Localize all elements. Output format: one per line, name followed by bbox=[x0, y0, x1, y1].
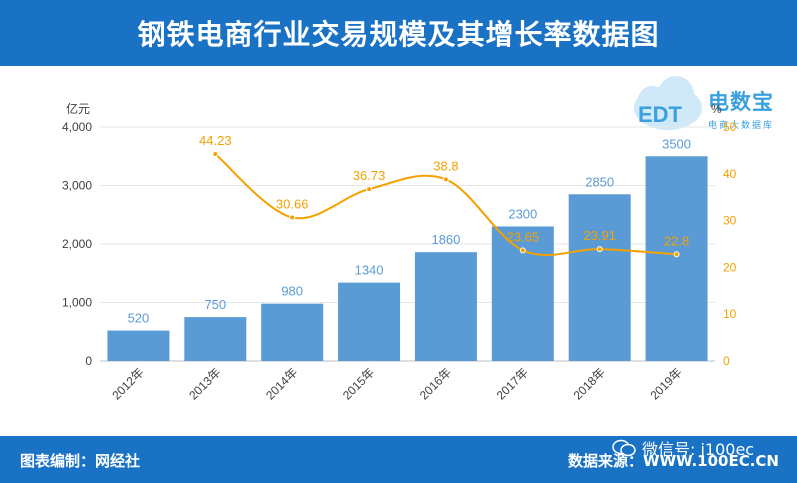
x-tick-label: 2017年 bbox=[494, 365, 531, 402]
line-point bbox=[366, 186, 373, 193]
bar bbox=[107, 330, 170, 361]
bar-label: 2850 bbox=[585, 174, 614, 189]
line-label: 38.8 bbox=[433, 158, 458, 173]
bar-label: 3500 bbox=[662, 136, 691, 151]
x-tick-label: 2013年 bbox=[186, 365, 223, 402]
bar-label: 520 bbox=[128, 311, 150, 326]
bar bbox=[414, 252, 477, 361]
line-label: 22.8 bbox=[664, 233, 689, 248]
y-tick-right: 10 bbox=[723, 307, 737, 321]
x-tick-label: 2014年 bbox=[263, 365, 300, 402]
wechat-id: 微信号: i100ec bbox=[612, 436, 754, 460]
chart-area: 0 1,000 2,000 3,000 4,000 0 10 20 30 40 50 亿元 % 520 20… bbox=[62, 101, 737, 402]
logo-text: 电数宝 bbox=[708, 90, 774, 114]
y-tick-left: 4,000 bbox=[62, 120, 92, 134]
bar bbox=[184, 317, 247, 361]
x-tick-label: 2018年 bbox=[571, 365, 608, 402]
x-tick-label: 2012年 bbox=[109, 365, 146, 402]
logo-badge: EDT bbox=[638, 102, 683, 127]
footer-source: 数据来源：WWW.100EC.CN bbox=[568, 452, 779, 470]
footer-credit: 图表编制：网经社 bbox=[20, 452, 141, 470]
bar bbox=[568, 194, 631, 361]
y-tick-left: 2,000 bbox=[62, 237, 92, 251]
line-label: 23.65 bbox=[507, 229, 540, 244]
bar bbox=[261, 303, 324, 361]
y-tick-right: 0 bbox=[723, 354, 730, 368]
y-tick-right: 20 bbox=[723, 260, 737, 274]
x-tick-label: 2015年 bbox=[340, 365, 377, 402]
y-tick-left: 3,000 bbox=[62, 179, 92, 193]
y-tick-left: 0 bbox=[85, 354, 92, 368]
y-axis-left-label: 亿元 bbox=[66, 101, 90, 116]
line-label: 44.23 bbox=[199, 133, 232, 148]
footer-bar: 图表编制：网经社 数据来源：WWW.100EC.CN bbox=[0, 436, 797, 483]
x-tick-label: 2019年 bbox=[647, 365, 684, 402]
bar-label: 2300 bbox=[508, 206, 537, 221]
line-point bbox=[442, 176, 449, 183]
logo-subtext: 电商大数据库 bbox=[708, 121, 775, 131]
bar bbox=[338, 282, 401, 361]
wechat-icon bbox=[612, 439, 636, 457]
x-tick-label: 2016年 bbox=[417, 365, 454, 402]
logo: EDT 电数宝 电商大数据库 bbox=[628, 72, 793, 134]
y-tick-right: 30 bbox=[723, 214, 737, 228]
line-point bbox=[596, 246, 603, 253]
bar-label: 1860 bbox=[431, 232, 460, 247]
bar-label: 1340 bbox=[355, 263, 384, 278]
line-label: 36.73 bbox=[353, 168, 386, 183]
page-title: 钢铁电商行业交易规模及其增长率数据图 bbox=[137, 18, 660, 51]
cloud-logo-icon: EDT bbox=[634, 76, 702, 130]
line-label: 30.66 bbox=[276, 197, 309, 212]
wechat-text: 微信号: i100ec bbox=[642, 440, 755, 459]
y-axis-right-label: % bbox=[711, 102, 722, 116]
y-tick-left: 1,000 bbox=[62, 296, 92, 310]
y-tick-right: 50 bbox=[723, 120, 737, 134]
line-point bbox=[673, 251, 680, 258]
bar bbox=[491, 226, 554, 361]
bar-label: 980 bbox=[281, 284, 303, 299]
line-point bbox=[519, 247, 526, 254]
line-point bbox=[289, 214, 296, 221]
line-point bbox=[212, 151, 219, 158]
line-label: 23.91 bbox=[583, 228, 616, 243]
y-tick-right: 40 bbox=[723, 167, 737, 181]
bar bbox=[645, 156, 708, 361]
header-bar: 钢铁电商行业交易规模及其增长率数据图 bbox=[0, 0, 797, 66]
bar-label: 750 bbox=[204, 297, 226, 312]
